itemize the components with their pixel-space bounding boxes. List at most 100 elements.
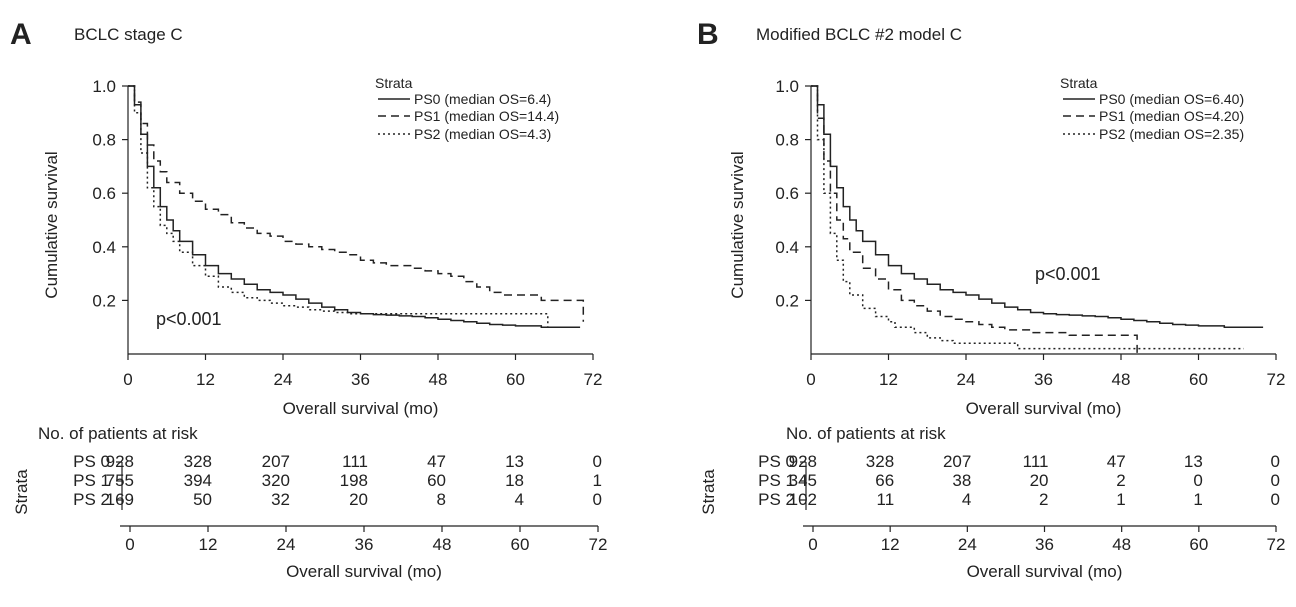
x-tick-label: 48 xyxy=(1112,370,1131,389)
risk-count-cell: 0 xyxy=(1271,490,1280,509)
risk-count-cell: 60 xyxy=(427,471,446,490)
x-tick-label: 12 xyxy=(879,370,898,389)
risk-table-title: No. of patients at risk xyxy=(38,424,198,443)
risk-count-cell: 102 xyxy=(789,490,817,509)
y-tick-label: 1.0 xyxy=(92,77,116,96)
risk-count-cell: 207 xyxy=(943,452,971,471)
risk-count-cell: 47 xyxy=(427,452,446,471)
risk-count-cell: 38 xyxy=(952,471,971,490)
risk-table-x-label: Overall survival (mo) xyxy=(967,562,1123,581)
panel-letter: A xyxy=(10,18,32,51)
risk-count-cell: 13 xyxy=(1184,452,1203,471)
risk-table-x-tick-label: 24 xyxy=(277,535,296,554)
risk-table-row-label: PS 0 xyxy=(73,452,110,471)
y-tick-label: 0.4 xyxy=(775,238,799,257)
legend-entry: PS2 (median OS=4.3) xyxy=(414,126,551,142)
x-tick-label: 24 xyxy=(274,370,293,389)
risk-count-cell: 169 xyxy=(106,490,134,509)
survival-curve-dotted xyxy=(811,85,1244,350)
x-tick-label: 24 xyxy=(957,370,976,389)
risk-count-cell: 0 xyxy=(1193,471,1202,490)
risk-count-cell: 13 xyxy=(505,452,524,471)
risk-table-x-tick-label: 24 xyxy=(958,535,977,554)
risk-count-cell: 2 xyxy=(1039,490,1048,509)
risk-count-cell: 328 xyxy=(866,452,894,471)
y-tick-label: 0.8 xyxy=(92,131,116,150)
risk-count-cell: 320 xyxy=(262,471,290,490)
legend-entry: PS0 (median OS=6.4) xyxy=(414,91,551,107)
risk-table-x-tick-label: 12 xyxy=(881,535,900,554)
risk-count-cell: 47 xyxy=(1107,452,1126,471)
risk-count-cell: 32 xyxy=(271,490,290,509)
risk-count-cell: 11 xyxy=(877,490,895,509)
risk-table-x-tick-label: 72 xyxy=(1267,535,1286,554)
y-axis-label: Cumulative survival xyxy=(42,151,61,298)
y-tick-label: 0.6 xyxy=(92,184,116,203)
legend-title: Strata xyxy=(1060,75,1098,91)
x-tick-label: 36 xyxy=(351,370,370,389)
risk-count-cell: 20 xyxy=(1030,471,1049,490)
y-tick-label: 0.2 xyxy=(775,291,799,310)
y-tick-label: 0.2 xyxy=(92,291,116,310)
survival-curve-dashed xyxy=(128,85,585,322)
risk-table-row-label: PS 1 xyxy=(73,471,110,490)
risk-count-cell: 328 xyxy=(184,452,212,471)
risk-table-x-label: Overall survival (mo) xyxy=(286,562,442,581)
x-tick-label: 36 xyxy=(1034,370,1053,389)
legend-title: Strata xyxy=(375,75,413,91)
risk-count-cell: 1 xyxy=(1116,490,1125,509)
risk-table-row-label: PS 1 xyxy=(758,471,795,490)
risk-table-row-label: PS 0 xyxy=(758,452,795,471)
risk-count-cell: 755 xyxy=(106,471,134,490)
risk-table-x-tick-label: 72 xyxy=(589,535,608,554)
survival-curve-dashed xyxy=(811,85,1138,354)
chart-panel-b: B Modified BCLC #2 model C 0.2 0.4 0.6 0.8 1.0… xyxy=(697,18,1285,581)
risk-count-cell: 928 xyxy=(106,452,134,471)
legend-entry: PS0 (median OS=6.40) xyxy=(1099,91,1244,107)
risk-count-cell: 198 xyxy=(340,471,368,490)
x-axis-label: Overall survival (mo) xyxy=(966,399,1122,418)
y-tick-label: 0.8 xyxy=(775,131,799,150)
p-value-annotation: p<0.001 xyxy=(156,309,222,329)
risk-count-cell: 0 xyxy=(1271,452,1280,471)
x-tick-label: 12 xyxy=(196,370,215,389)
x-tick-label: 72 xyxy=(1267,370,1286,389)
risk-count-cell: 0 xyxy=(1271,471,1280,490)
risk-table-strata-label: Strata xyxy=(12,469,31,515)
p-value-annotation: p<0.001 xyxy=(1035,264,1101,284)
risk-count-cell: 111 xyxy=(1023,452,1049,471)
survival-curve-solid xyxy=(811,85,1264,328)
x-tick-label: 60 xyxy=(506,370,525,389)
risk-table-x-tick-label: 12 xyxy=(199,535,218,554)
risk-count-cell: 4 xyxy=(515,490,524,509)
risk-count-cell: 207 xyxy=(262,452,290,471)
risk-table-title: No. of patients at risk xyxy=(786,424,946,443)
risk-table-strata-label: Strata xyxy=(699,469,718,515)
y-tick-label: 1.0 xyxy=(775,77,799,96)
x-tick-label: 0 xyxy=(123,370,132,389)
panel-letter: B xyxy=(697,18,719,51)
survival-curve-solid xyxy=(128,85,581,328)
risk-count-cell: 2 xyxy=(1116,471,1125,490)
risk-count-cell: 66 xyxy=(875,471,894,490)
risk-table-row-label: PS 2 xyxy=(73,490,110,509)
risk-table-x-tick-label: 36 xyxy=(1035,535,1054,554)
y-axis-label: Cumulative survival xyxy=(728,151,747,298)
risk-count-cell: 394 xyxy=(184,471,212,490)
legend-entry: PS2 (median OS=2.35) xyxy=(1099,126,1244,142)
risk-table-row-label: PS 2 xyxy=(758,490,795,509)
x-axis-label: Overall survival (mo) xyxy=(283,399,439,418)
chart-title: BCLC stage C xyxy=(74,25,183,44)
chart-panel-a: A BCLC stage C0.20.40.60.81.00 12 24 36 48 60 7… xyxy=(10,18,607,581)
risk-table-x-tick-label: 48 xyxy=(433,535,452,554)
risk-count-cell: 345 xyxy=(789,471,817,490)
x-tick-label: 0 xyxy=(806,370,815,389)
risk-table-x-tick-label: 48 xyxy=(1112,535,1131,554)
legend-entry: PS1 (median OS=14.4) xyxy=(414,108,559,124)
risk-count-cell: 928 xyxy=(789,452,817,471)
risk-table-x-tick-label: 36 xyxy=(355,535,374,554)
risk-count-cell: 1 xyxy=(593,471,602,490)
risk-count-cell: 8 xyxy=(437,490,446,509)
x-tick-label: 48 xyxy=(429,370,448,389)
